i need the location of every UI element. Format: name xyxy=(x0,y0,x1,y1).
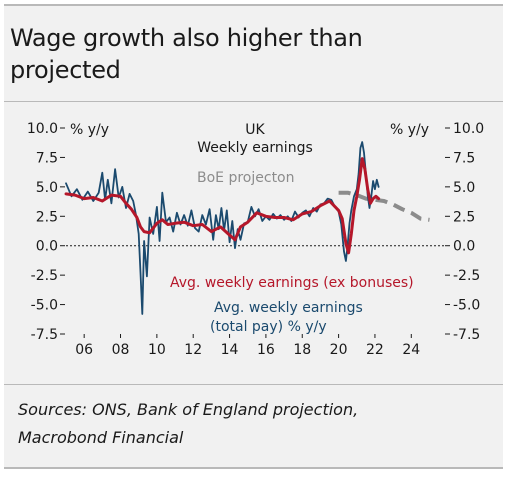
series-line-ex-bonus xyxy=(64,157,381,255)
chart-title: Wage growth also higher than projected xyxy=(10,22,490,86)
boe-projection-label: BoE projecton xyxy=(197,170,295,186)
x-tick-label: 16 xyxy=(257,342,275,358)
title-line-2: projected xyxy=(10,56,121,84)
chart-label-uk: UK xyxy=(245,122,265,138)
y-tick-label-right: -5.0 xyxy=(453,298,480,314)
total-pay-label-line-1: Avg. weekly earnings xyxy=(214,300,363,316)
x-tick-label: 14 xyxy=(221,342,239,358)
y-tick-label-left: 10.0 xyxy=(27,121,58,137)
source-line-2: Macrobond Financial xyxy=(18,428,184,447)
y-tick-label-right: 2.5 xyxy=(453,209,475,225)
x-tick-label: 08 xyxy=(112,342,130,358)
y-tick-label-right: 7.5 xyxy=(453,150,475,166)
x-tick-label: 24 xyxy=(402,342,420,358)
x-tick-label: 20 xyxy=(330,342,348,358)
y-tick-label-left: 2.5 xyxy=(36,209,58,225)
total-pay-label-line-2: (total pay) % y/y xyxy=(210,319,327,335)
title-separator xyxy=(4,101,503,102)
y-tick-label-left: -5.0 xyxy=(31,298,58,314)
chart-label-weekly-earnings: Weekly earnings xyxy=(197,140,313,156)
series-layer xyxy=(64,141,430,315)
y-tick-label-left: 0.0 xyxy=(36,239,58,255)
left-axis-label: % y/y xyxy=(70,122,109,138)
y-tick-label-left: 5.0 xyxy=(36,180,58,196)
x-tick-label: 18 xyxy=(293,342,311,358)
y-tick-label-right: 0.0 xyxy=(453,239,475,255)
right-axis-label: % y/y xyxy=(390,122,429,138)
y-tick-label-left: -7.5 xyxy=(31,327,58,343)
chart-card xyxy=(4,4,503,469)
y-tick-label-right: -2.5 xyxy=(453,268,480,284)
wage-growth-chart: 10.0 10.0 7.5 7.5 5.0 5.0 2.5 2.5 0.0 0.0 -2.5 -2.5… xyxy=(27,121,484,358)
x-tick-label: 22 xyxy=(366,342,384,358)
y-tick-label-right: 5.0 xyxy=(453,180,475,196)
x-tick-label: 12 xyxy=(184,342,202,358)
x-tick-label: 10 xyxy=(148,342,166,358)
ex-bonus-label: Avg. weekly earnings (ex bonuses) xyxy=(170,275,414,291)
title-line-1: Wage growth also higher than xyxy=(10,24,363,52)
y-tick-label-left: 7.5 xyxy=(36,150,58,166)
y-tick-label-right: 10.0 xyxy=(453,121,484,137)
source-note: Sources: ONS, Bank of England projection… xyxy=(18,396,488,452)
series-line-boe-projection xyxy=(338,190,430,222)
ticks-layer: 10.0 10.0 7.5 7.5 5.0 5.0 2.5 2.5 0.0 0.0 -2.5 -2.5… xyxy=(27,121,484,358)
y-tick-label-left: -2.5 xyxy=(31,268,58,284)
source-line-1: Sources: ONS, Bank of England projection… xyxy=(18,400,359,419)
y-tick-label-right: -7.5 xyxy=(453,327,480,343)
labels-layer: % y/y % y/y UK Weekly earnings BoE proje… xyxy=(70,122,429,335)
source-separator xyxy=(4,384,503,385)
x-tick-label: 06 xyxy=(75,342,93,358)
